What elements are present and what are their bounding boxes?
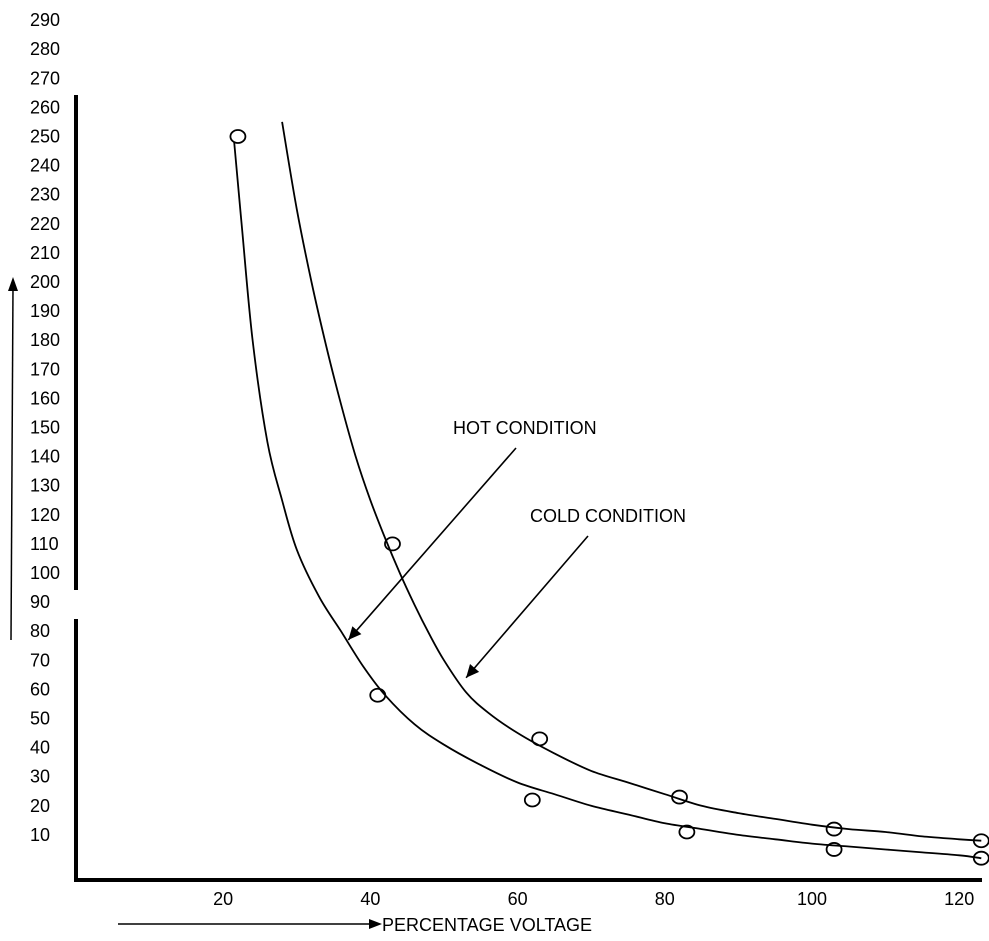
y-tick-label: 250 xyxy=(30,127,60,147)
axes xyxy=(74,95,982,882)
y-tick-label: 40 xyxy=(30,738,50,758)
hot-condition-point xyxy=(825,842,843,857)
y-tick-labels: 10 20 30 40 50 60 70 80 90 100 110 120 130 140 150 160 1… xyxy=(30,10,60,845)
y-tick-label: 190 xyxy=(30,301,60,321)
x-tick-labels: 20 40 60 80 100 120 xyxy=(213,889,974,909)
y-tick-label: 130 xyxy=(30,476,60,496)
y-tick-label: 170 xyxy=(30,359,60,379)
y-tick-label: 270 xyxy=(30,68,60,88)
cold-condition-point xyxy=(671,789,688,805)
x-tick-label: 40 xyxy=(360,889,380,909)
y-tick-label: 80 xyxy=(30,621,50,641)
cold-condition-point xyxy=(384,536,401,552)
hot-condition-arrow xyxy=(347,447,517,641)
y-tick-label: 230 xyxy=(30,185,60,205)
y-tick-label: 210 xyxy=(30,243,60,263)
y-tick-label: 260 xyxy=(30,97,60,117)
cold-condition-point xyxy=(531,731,549,747)
y-tick-label: 120 xyxy=(30,505,60,525)
x-tick-label: 100 xyxy=(797,889,827,909)
y-tick-label: 220 xyxy=(30,214,60,234)
y-tick-label: 70 xyxy=(30,650,50,670)
y-tick-label: 290 xyxy=(30,10,60,30)
x-tick-label: 20 xyxy=(213,889,233,909)
cold-condition-arrow xyxy=(465,535,589,679)
y-tick-label: 200 xyxy=(30,272,60,292)
hot-condition-label: HOT CONDITION xyxy=(453,418,597,438)
y-tick-label: 110 xyxy=(30,534,59,554)
hot-condition-point xyxy=(229,129,247,144)
hot-condition-point xyxy=(523,792,541,808)
hot-condition-arrowhead xyxy=(348,626,362,640)
y-tick-label: 90 xyxy=(30,592,50,612)
y-tick-label: 100 xyxy=(30,563,60,583)
y-tick-label: 50 xyxy=(30,709,50,729)
x-axis-label: PERCENTAGE VOLTAGE xyxy=(382,915,592,935)
y-direction-arrow xyxy=(8,277,18,641)
y-tick-label: 30 xyxy=(30,767,50,787)
cold-condition-point xyxy=(825,821,843,837)
x-tick-label: 60 xyxy=(508,889,528,909)
y-tick-label: 180 xyxy=(30,330,60,350)
y-tick-label: 150 xyxy=(30,418,60,438)
y-tick-label: 160 xyxy=(30,388,60,408)
x-tick-label: 80 xyxy=(655,889,675,909)
cold-condition-curve xyxy=(281,121,982,842)
y-tick-label: 60 xyxy=(30,679,50,699)
y-tick-label: 20 xyxy=(30,796,50,816)
cold-condition-label: COLD CONDITION xyxy=(530,506,686,526)
series-points xyxy=(229,129,989,866)
hot-condition-point xyxy=(678,824,696,840)
hot-condition-curve xyxy=(233,142,982,860)
y-tick-label: 280 xyxy=(30,39,60,59)
y-tick-label: 240 xyxy=(30,156,60,176)
series-curves xyxy=(233,121,982,860)
x-direction-arrow xyxy=(118,919,382,929)
hot-condition-point xyxy=(369,687,387,703)
x-tick-label: 120 xyxy=(944,889,974,909)
annotations: HOT CONDITION COLD CONDITION xyxy=(347,418,686,679)
y-tick-label: 140 xyxy=(30,447,60,467)
y-tick-label: 10 xyxy=(30,825,50,845)
cold-condition-arrowhead xyxy=(466,663,480,678)
